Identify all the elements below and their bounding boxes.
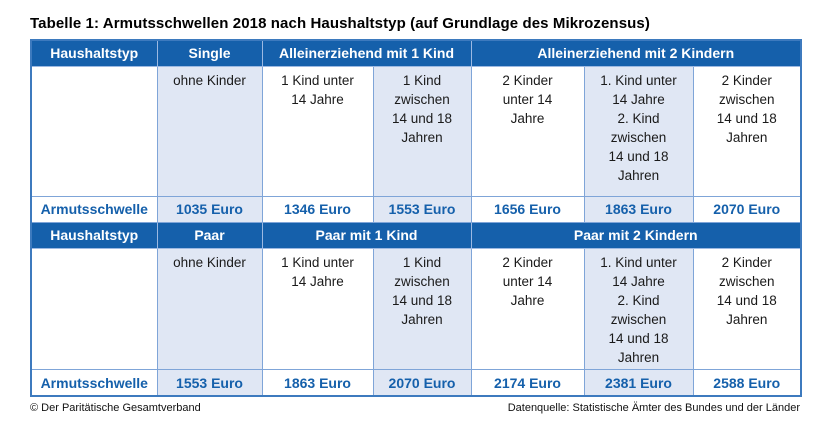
subheader-cell: 2 Kinder unter 14 Jahre xyxy=(470,247,585,371)
threshold-value: 1035 Euro xyxy=(156,195,263,223)
footer-copyright: © Der Paritätische Gesamtverband xyxy=(30,401,201,414)
header-cell-alleinerziehend-1-kind: Alleinerziehend mit 1 Kind xyxy=(261,39,472,67)
subheader-row-block2: ohne Kinder 1 Kind unter 14 Jahre 1 Kind… xyxy=(30,247,802,371)
header-cell-single: Single xyxy=(156,39,263,67)
armutsschwellen-table: Haushaltstyp Single Alleinerziehend mit … xyxy=(30,39,802,397)
subheader-cell: ohne Kinder xyxy=(156,247,263,371)
subheader-empty-cell xyxy=(30,247,158,371)
threshold-label: Armutsschwelle xyxy=(30,195,158,223)
threshold-value: 1553 Euro xyxy=(156,369,263,397)
subheader-cell: 2 Kinder unter 14 Jahre xyxy=(470,65,585,197)
subheader-cell: 2 Kinder zwischen 14 und 18 Jahren xyxy=(692,65,802,197)
subheader-cell: 1. Kind unter 14 Jahre 2. Kind zwischen … xyxy=(583,247,694,371)
threshold-value: 2588 Euro xyxy=(692,369,802,397)
threshold-value: 1553 Euro xyxy=(372,195,472,223)
threshold-value: 1863 Euro xyxy=(583,195,694,223)
header-row-block1: Haushaltstyp Single Alleinerziehend mit … xyxy=(30,39,802,67)
subheader-cell: 1 Kind zwischen 14 und 18 Jahren xyxy=(372,65,472,197)
header-cell-haushaltstyp: Haushaltstyp xyxy=(30,39,158,67)
threshold-value: 1656 Euro xyxy=(470,195,585,223)
threshold-row-block1: Armutsschwelle 1035 Euro 1346 Euro 1553 … xyxy=(30,195,802,223)
header-row-block2: Haushaltstyp Paar Paar mit 1 Kind Paar m… xyxy=(30,221,802,249)
header-cell-alleinerziehend-2-kinder: Alleinerziehend mit 2 Kindern xyxy=(470,39,802,67)
subheader-cell: 1 Kind zwischen 14 und 18 Jahren xyxy=(372,247,472,371)
subheader-cell: 1 Kind unter 14 Jahre xyxy=(261,247,374,371)
threshold-label: Armutsschwelle xyxy=(30,369,158,397)
threshold-value: 2070 Euro xyxy=(372,369,472,397)
page-title: Tabelle 1: Armutsschwellen 2018 nach Hau… xyxy=(30,15,650,32)
subheader-row-block1: ohne Kinder 1 Kind unter 14 Jahre 1 Kind… xyxy=(30,65,802,197)
subheader-cell: 2 Kinder zwischen 14 und 18 Jahren xyxy=(692,247,802,371)
page: Tabelle 1: Armutsschwellen 2018 nach Hau… xyxy=(30,15,802,414)
threshold-row-block2: Armutsschwelle 1553 Euro 1863 Euro 2070 … xyxy=(30,369,802,397)
footer: © Der Paritätische Gesamtverband Datenqu… xyxy=(30,402,800,414)
threshold-value: 1346 Euro xyxy=(261,195,374,223)
subheader-empty-cell xyxy=(30,65,158,197)
header-cell-paar-1-kind: Paar mit 1 Kind xyxy=(261,221,472,249)
subheader-cell: ohne Kinder xyxy=(156,65,263,197)
header-cell-haushaltstyp: Haushaltstyp xyxy=(30,221,158,249)
threshold-value: 2381 Euro xyxy=(583,369,694,397)
footer-source: Datenquelle: Statistische Ämter des Bund… xyxy=(507,401,800,414)
threshold-value: 1863 Euro xyxy=(261,369,374,397)
subheader-cell: 1. Kind unter 14 Jahre 2. Kind zwischen … xyxy=(583,65,694,197)
threshold-value: 2070 Euro xyxy=(692,195,802,223)
subheader-cell: 1 Kind unter 14 Jahre xyxy=(261,65,374,197)
threshold-value: 2174 Euro xyxy=(470,369,585,397)
header-cell-paar: Paar xyxy=(156,221,263,249)
header-cell-paar-2-kinder: Paar mit 2 Kindern xyxy=(470,221,802,249)
